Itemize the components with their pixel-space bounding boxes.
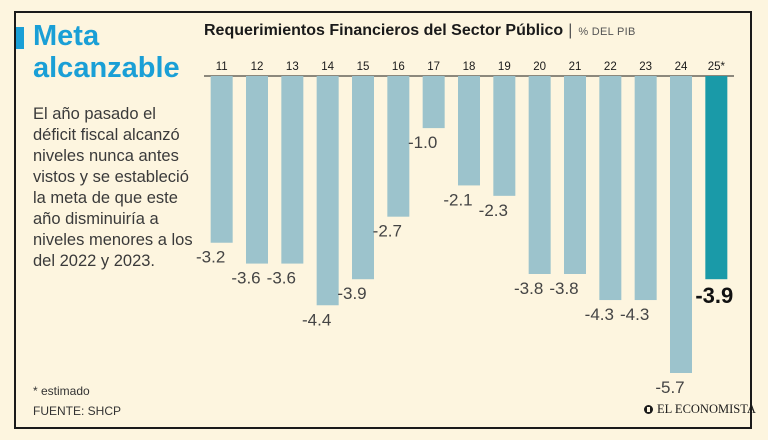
data-label: -2.3 (479, 201, 508, 220)
bar-17 (422, 76, 445, 129)
data-label: -3.8 (549, 279, 578, 298)
bar-13 (281, 76, 304, 264)
x-tick-label: 16 (392, 61, 405, 73)
data-label: -5.7 (655, 378, 684, 397)
bar-15 (352, 76, 374, 280)
data-label: -3.6 (231, 269, 260, 288)
data-label: -2.7 (373, 222, 402, 241)
bar-22 (599, 76, 622, 301)
title-separator: | (568, 22, 573, 39)
x-tick-label: 25* (708, 61, 726, 73)
x-tick-label: 17 (427, 61, 440, 73)
x-tick-label: 21 (569, 61, 582, 73)
bar-24 (670, 76, 692, 373)
data-label: -3.2 (196, 248, 225, 267)
x-tick-label: 13 (286, 61, 299, 73)
publisher-logo: EL ECONOMISTA (644, 402, 756, 417)
x-tick-label: 19 (498, 61, 511, 73)
data-label: -4.3 (620, 305, 649, 324)
x-tick-label: 12 (251, 61, 264, 73)
data-label: -4.4 (302, 310, 331, 329)
chart-unit: % DEL PIB (578, 26, 636, 38)
bar-25-estimated (705, 76, 728, 280)
bar-16 (387, 76, 410, 217)
data-label: -3.9 (337, 284, 366, 303)
publisher-logo-icon (644, 405, 653, 414)
accent-bar (16, 27, 24, 49)
headline: Meta alcanzable (33, 20, 180, 84)
chart-title-text: Requerimientos Financieros del Sector Pú… (204, 22, 564, 39)
publisher-logo-text: EL ECONOMISTA (657, 402, 756, 416)
data-label: -3.8 (514, 279, 543, 298)
x-tick-label: 23 (639, 61, 652, 73)
data-label: -3.6 (267, 269, 296, 288)
x-tick-label: 24 (675, 61, 688, 73)
bar-21 (564, 76, 586, 274)
bar-12 (246, 76, 268, 264)
infographic-frame (14, 11, 752, 429)
bar-14 (316, 76, 339, 306)
bar-23 (634, 76, 657, 301)
x-tick-label: 22 (604, 61, 617, 73)
data-label: -3.9 (695, 283, 733, 308)
footnote: * estimado (33, 384, 90, 398)
x-tick-label: 11 (216, 61, 228, 73)
intro-text: El año pasado el déficit fiscal alcanzó … (33, 105, 193, 270)
x-tick-label: 14 (321, 61, 334, 73)
bar-20 (528, 76, 551, 274)
data-label: -1.0 (408, 133, 437, 152)
x-tick-label: 20 (533, 61, 546, 73)
x-tick-label: 15 (357, 61, 370, 73)
bar-19 (493, 76, 516, 196)
chart-title: Requerimientos Financieros del Sector Pú… (204, 22, 636, 40)
source: FUENTE: SHCP (33, 404, 122, 418)
bar-11 (210, 76, 233, 243)
data-label: -2.1 (443, 190, 472, 209)
bar-18 (458, 76, 480, 186)
x-tick-label: 18 (463, 61, 476, 73)
data-label: -4.3 (585, 305, 614, 324)
